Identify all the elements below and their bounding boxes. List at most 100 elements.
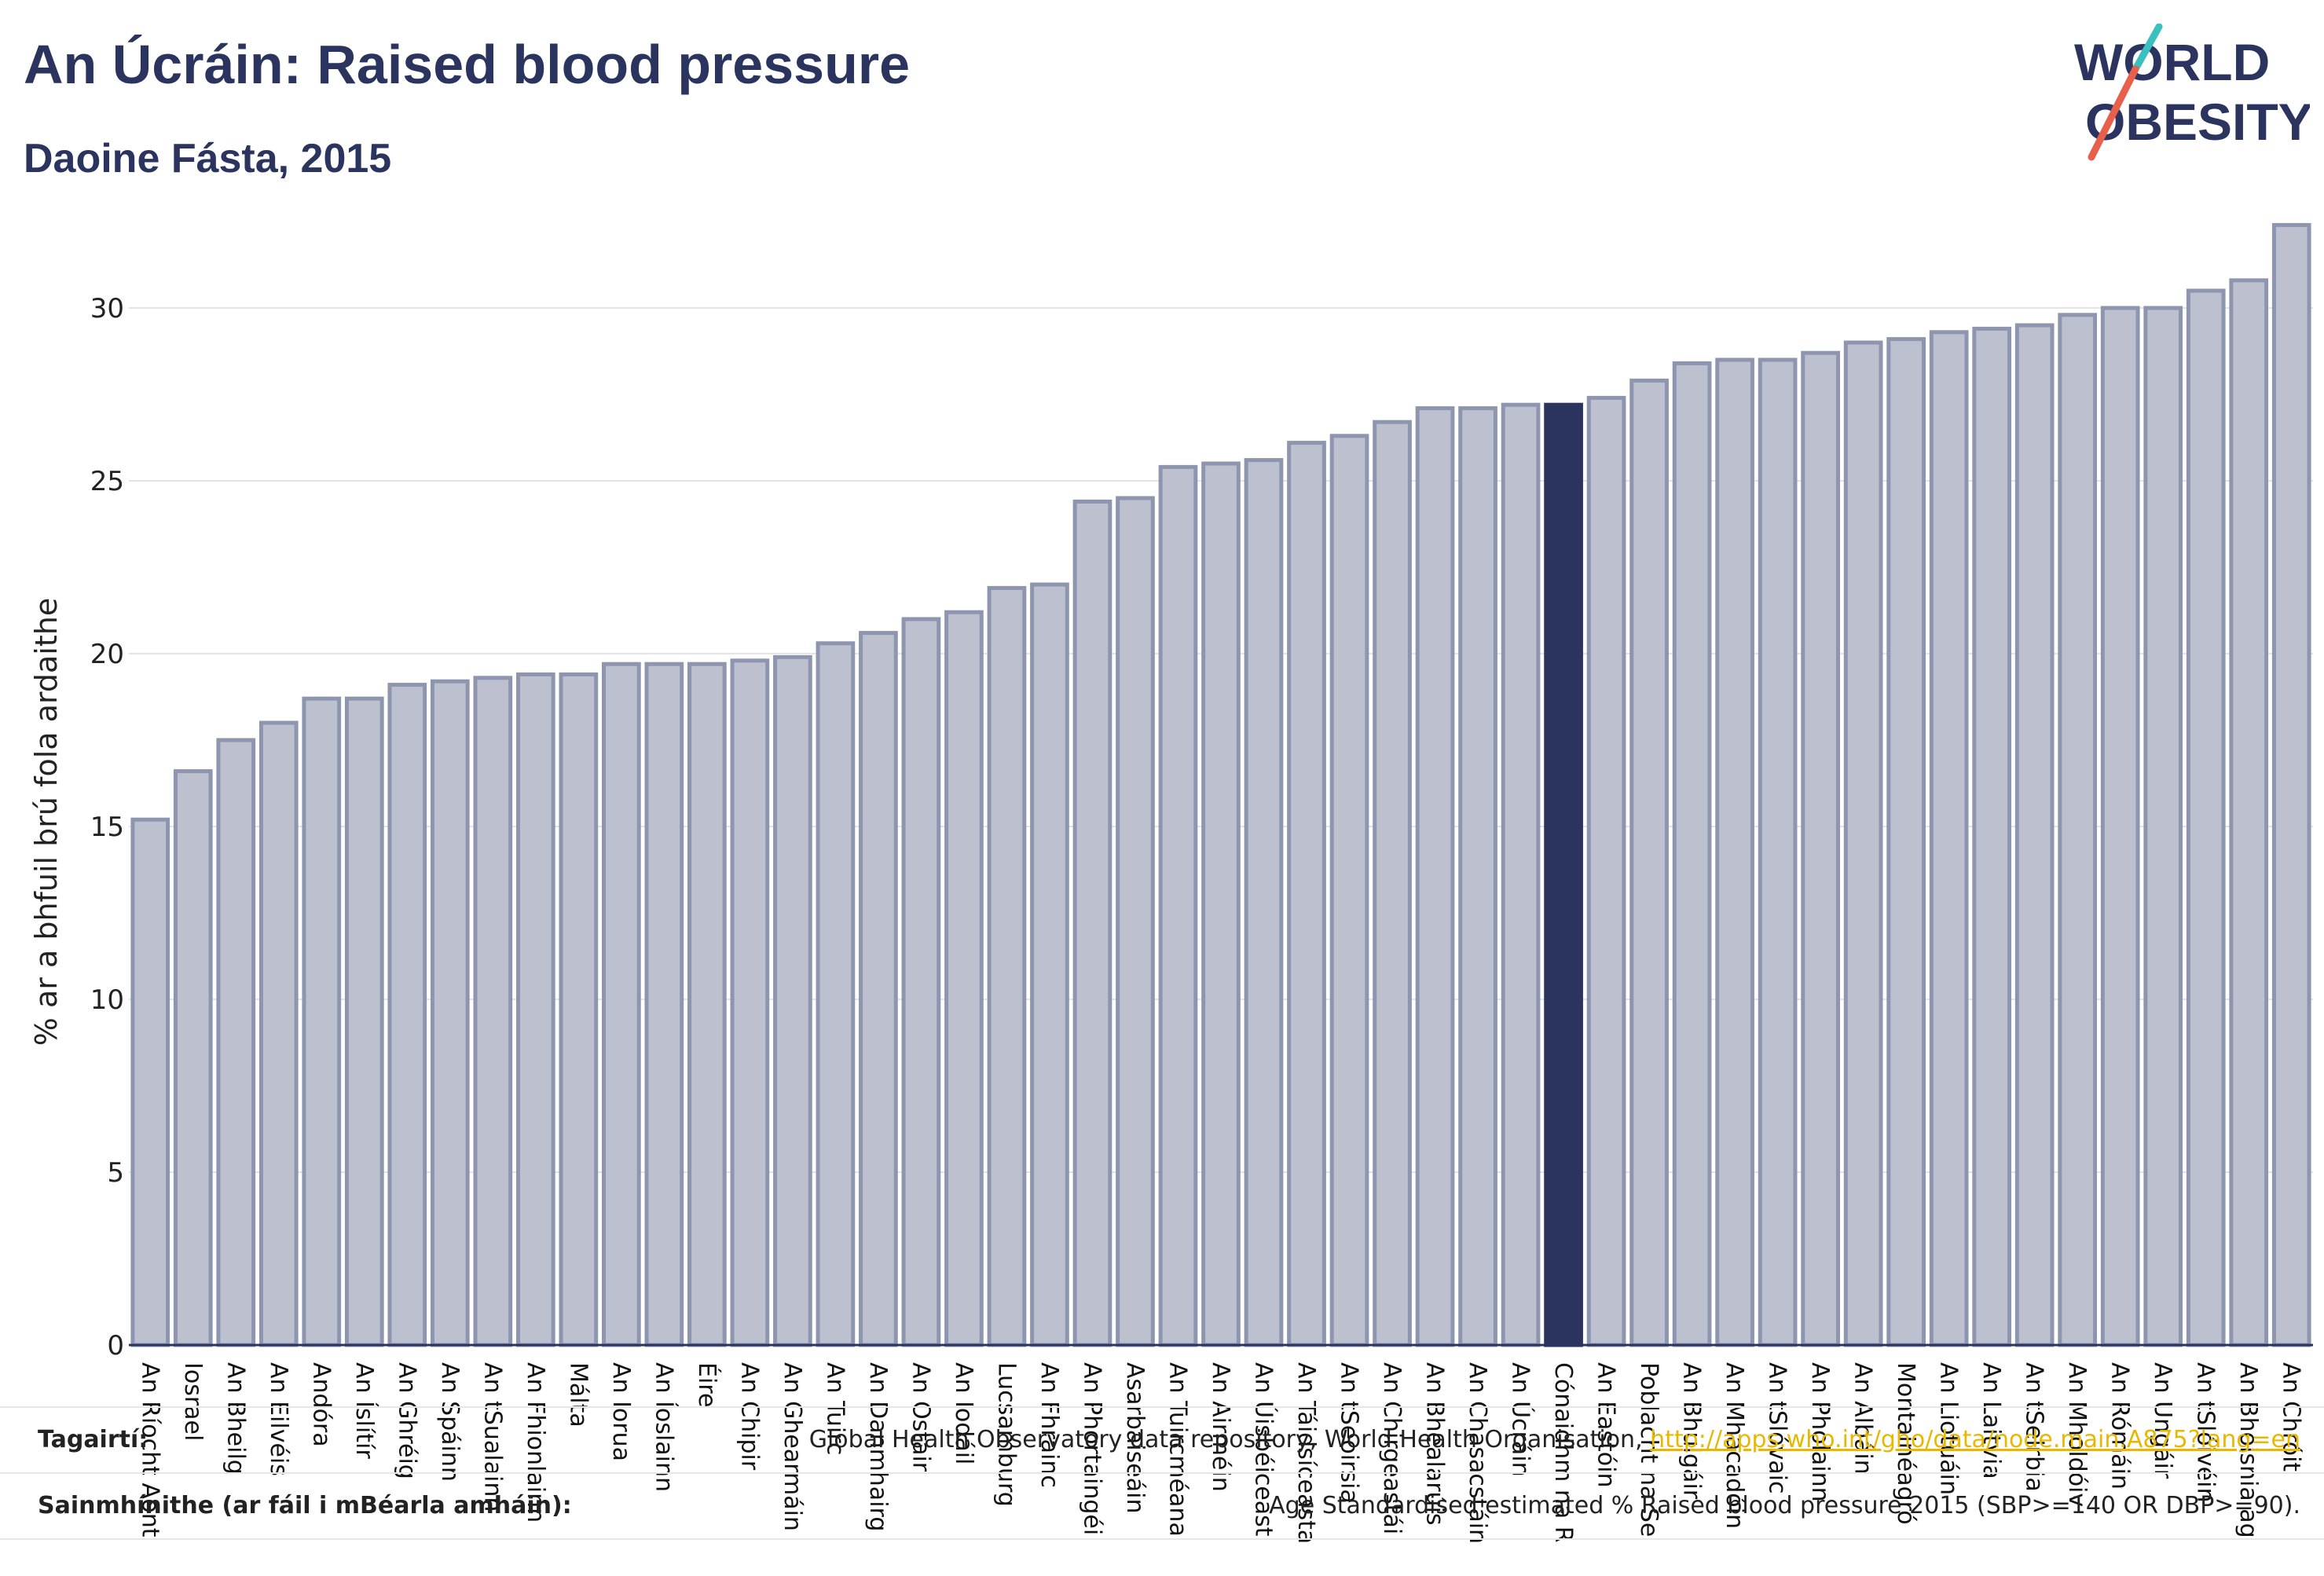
- bar[interactable]: [644, 662, 684, 1347]
- bar[interactable]: [602, 662, 641, 1347]
- bar-highlighted[interactable]: [1544, 402, 1583, 1347]
- bar[interactable]: [1329, 434, 1369, 1347]
- x-tick-label: An Bhulgáir: [1678, 1362, 1706, 1500]
- bar[interactable]: [1886, 337, 1926, 1347]
- bar[interactable]: [1287, 441, 1326, 1347]
- bar[interactable]: [1158, 464, 1198, 1347]
- bar[interactable]: [473, 676, 513, 1347]
- x-tick-label: An Rómáin: [2106, 1362, 2134, 1490]
- bar[interactable]: [2186, 288, 2226, 1347]
- x-tick-label: An Úcráin: [1507, 1362, 1536, 1477]
- bar[interactable]: [1972, 326, 2012, 1347]
- bar[interactable]: [559, 672, 599, 1347]
- bar[interactable]: [387, 683, 427, 1347]
- x-tick-label: Montainéagró: [1892, 1362, 1919, 1525]
- x-tick-label: An Danmhairg: [864, 1362, 892, 1531]
- bar[interactable]: [1373, 420, 1412, 1347]
- definition-row: Sainmhínithe (ar fáil i mBéarla amháin):…: [0, 1472, 2324, 1540]
- y-tick-label: 20: [90, 639, 124, 670]
- bar[interactable]: [2014, 323, 2055, 1347]
- x-tick-label: An Pholainn: [1806, 1362, 1834, 1502]
- bar[interactable]: [901, 617, 941, 1347]
- sources-link[interactable]: http://apps.who.int/gho/data/node.main.A…: [1650, 1426, 2300, 1453]
- bar[interactable]: [1030, 582, 1069, 1347]
- x-tick-label: Lucsamburg: [992, 1362, 1020, 1507]
- chart-subtitle: Daoine Fásta, 2015: [24, 136, 392, 181]
- bar[interactable]: [258, 720, 299, 1347]
- x-tick-label: An Ríocht Aont: [136, 1362, 163, 1538]
- bar[interactable]: [859, 631, 898, 1347]
- x-tick-label: An Ungáir: [2149, 1362, 2176, 1479]
- bar[interactable]: [173, 769, 213, 1347]
- x-tick-label: Asarbaiseáin: [1121, 1362, 1149, 1513]
- bar[interactable]: [216, 738, 256, 1347]
- bar[interactable]: [2271, 222, 2311, 1347]
- x-tick-label: An Phortaingéi: [1078, 1362, 1105, 1535]
- bar[interactable]: [1458, 406, 1497, 1347]
- x-tick-label: An Iorua: [607, 1362, 635, 1461]
- bar[interactable]: [430, 679, 470, 1347]
- bar[interactable]: [1672, 361, 1712, 1347]
- bar[interactable]: [1201, 461, 1241, 1347]
- x-tick-label: An Úisbéiceast: [1250, 1362, 1279, 1537]
- x-tick-label: An Fhionlainn: [522, 1362, 549, 1523]
- bar[interactable]: [1116, 496, 1155, 1347]
- bars: [130, 222, 2311, 1347]
- definition-label: Sainmhínithe (ar fáil i mBéarla amháin):: [38, 1492, 572, 1519]
- x-tick-label: Málta: [564, 1362, 592, 1428]
- bar[interactable]: [302, 696, 342, 1347]
- logo-slash-bottom: [2088, 65, 2139, 161]
- bar[interactable]: [1629, 378, 1669, 1347]
- bar[interactable]: [1072, 499, 1113, 1347]
- y-axis-title: % ar a bhfuil brú fola ardaithe: [29, 598, 64, 1046]
- bar[interactable]: [1758, 357, 1798, 1347]
- x-tick-label: An Airméin: [1207, 1362, 1234, 1492]
- x-tick-label: An tSeoirsia: [1336, 1362, 1363, 1504]
- bar[interactable]: [1501, 402, 1541, 1347]
- bar[interactable]: [987, 585, 1027, 1347]
- bar[interactable]: [1415, 406, 1455, 1347]
- bar[interactable]: [2229, 278, 2269, 1347]
- x-tick-label: An Chipir: [735, 1362, 763, 1471]
- bar[interactable]: [773, 654, 812, 1347]
- x-tick-label: An tSlóvaic: [1764, 1362, 1791, 1494]
- y-tick-label: 0: [107, 1330, 124, 1362]
- bar[interactable]: [816, 641, 856, 1347]
- x-tick-label: An Chirgeastái: [1378, 1362, 1406, 1534]
- bar[interactable]: [515, 672, 555, 1347]
- bar[interactable]: [1715, 357, 1754, 1347]
- x-tick-label: An tSlóivéin: [2192, 1362, 2220, 1502]
- x-tick-label: An Íslítír: [350, 1362, 379, 1459]
- x-tick-label: An Fhrainc: [1036, 1362, 1063, 1488]
- logo-slash-top: [2132, 24, 2163, 73]
- x-tick-label: An Spáinn: [436, 1362, 464, 1482]
- bar[interactable]: [1929, 330, 1969, 1347]
- bar[interactable]: [730, 658, 770, 1347]
- x-tick-label: An Laitvia: [1978, 1362, 2005, 1479]
- x-tick-label: An Bheilg: [222, 1362, 249, 1475]
- x-tick-label: An Albáin: [1849, 1362, 1877, 1475]
- sources-label: Tagairtí:: [38, 1426, 148, 1453]
- x-tick-label: An tSualainn: [478, 1362, 506, 1512]
- sources-value: Global Health Observatory data repositor…: [809, 1408, 2300, 1472]
- bar[interactable]: [1801, 350, 1840, 1347]
- bar[interactable]: [130, 817, 170, 1347]
- x-tick-label: An Íoslainn: [650, 1362, 678, 1492]
- bar[interactable]: [2143, 306, 2183, 1347]
- bar[interactable]: [2058, 313, 2098, 1347]
- bar[interactable]: [1843, 340, 1883, 1347]
- x-tick-label: An Ghréig: [393, 1362, 420, 1479]
- x-tick-label: Éire: [693, 1362, 721, 1407]
- bar[interactable]: [687, 662, 727, 1347]
- bar[interactable]: [2100, 306, 2140, 1347]
- x-tick-label: An Bhoisnia ag: [2234, 1362, 2262, 1538]
- x-tick-label: An Ghearmáin: [779, 1362, 806, 1531]
- x-tick-label: Iosrael: [179, 1362, 207, 1441]
- bar[interactable]: [944, 610, 984, 1347]
- bar[interactable]: [344, 696, 384, 1347]
- bar[interactable]: [1586, 395, 1626, 1347]
- y-tick-label: 30: [90, 293, 124, 324]
- logo-line1: WORLD: [2074, 33, 2270, 91]
- sources-row: Tagairtí: Global Health Observatory data…: [0, 1406, 2324, 1472]
- bar[interactable]: [1244, 458, 1284, 1347]
